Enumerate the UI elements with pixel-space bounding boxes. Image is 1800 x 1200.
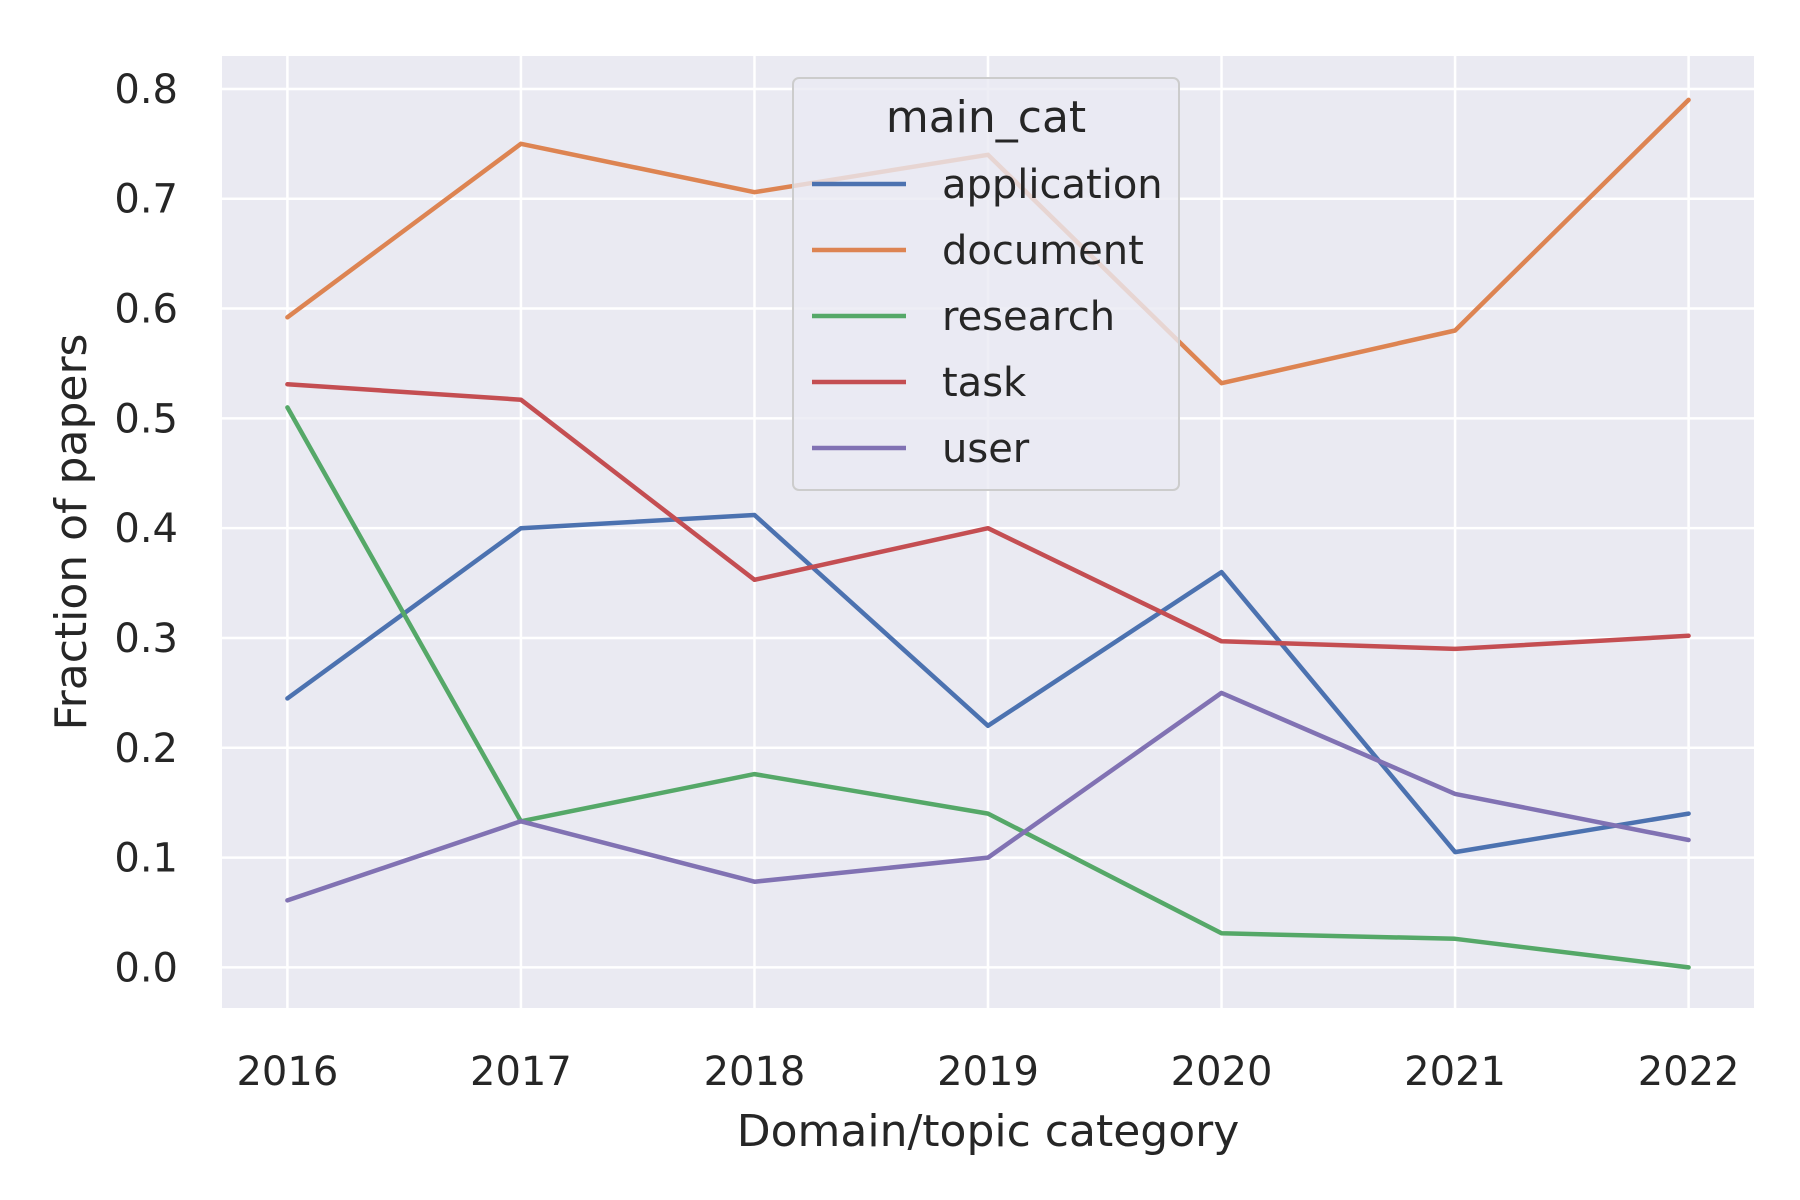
y-tick-label: 0.3 bbox=[114, 616, 178, 662]
x-tick-label: 2022 bbox=[1638, 1049, 1740, 1095]
legend-entries: application document research task user bbox=[812, 162, 1163, 472]
y-tick-label: 0.2 bbox=[114, 726, 178, 772]
x-tick-label: 2019 bbox=[937, 1049, 1039, 1095]
legend-label-task: task bbox=[942, 360, 1027, 406]
legend-label-application: application bbox=[942, 162, 1163, 208]
series-line-user bbox=[285, 690, 1691, 903]
y-tick-label: 0.5 bbox=[114, 396, 178, 442]
legend-label-research: research bbox=[942, 294, 1115, 340]
x-tick-label: 2020 bbox=[1171, 1049, 1273, 1095]
x-tick-label: 2016 bbox=[236, 1049, 338, 1095]
y-tick-label: 0.8 bbox=[114, 67, 178, 113]
legend: main_cat application document research task… bbox=[792, 77, 1180, 491]
legend-title: main_cat bbox=[886, 92, 1086, 143]
y-tick-label: 0.1 bbox=[114, 836, 178, 882]
x-axis-ticks: 2016 2017 2018 2019 2020 2021 2022 bbox=[236, 1049, 1739, 1095]
x-axis-label: Domain/topic category bbox=[737, 1106, 1240, 1157]
legend-box bbox=[792, 77, 1180, 491]
series-line-application bbox=[285, 512, 1691, 855]
series-line-task bbox=[285, 382, 1691, 652]
legend-label-user: user bbox=[942, 426, 1030, 472]
y-axis-label: Fraction of papers bbox=[46, 334, 97, 731]
y-axis-ticks: 0.0 0.1 0.2 0.3 0.4 0.5 0.6 0.7 0.8 bbox=[114, 67, 178, 991]
legend-label-document: document bbox=[942, 228, 1144, 274]
x-tick-label: 2018 bbox=[704, 1049, 806, 1095]
y-tick-label: 0.6 bbox=[114, 287, 178, 333]
x-tick-label: 2017 bbox=[470, 1049, 572, 1095]
y-tick-label: 0.4 bbox=[114, 506, 178, 552]
x-tick-label: 2021 bbox=[1404, 1049, 1506, 1095]
y-tick-label: 0.7 bbox=[114, 177, 178, 223]
y-tick-label: 0.0 bbox=[114, 945, 178, 991]
